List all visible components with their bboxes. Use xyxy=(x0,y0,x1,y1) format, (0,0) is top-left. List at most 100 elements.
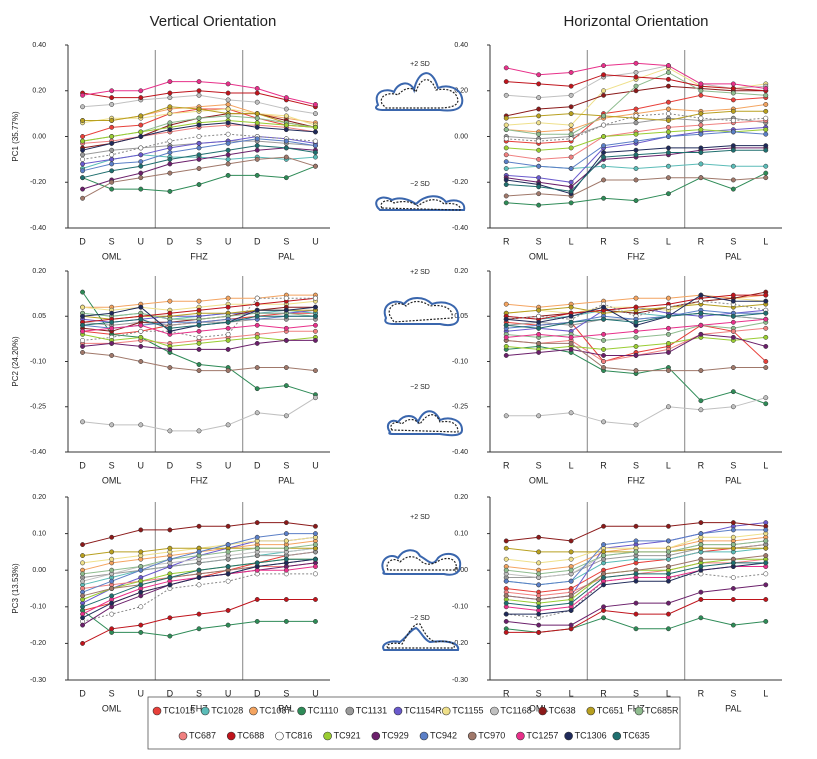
data-point xyxy=(731,586,735,590)
data-point xyxy=(504,146,508,150)
data-point xyxy=(634,148,638,152)
data-point xyxy=(764,365,768,369)
data-point xyxy=(601,155,605,159)
data-point xyxy=(255,121,259,125)
data-point xyxy=(197,341,201,345)
data-point xyxy=(109,148,113,152)
data-point xyxy=(666,296,670,300)
y-tick-label: 0.10 xyxy=(32,530,46,537)
group-label: PAL xyxy=(725,475,741,485)
data-point xyxy=(764,619,768,623)
data-point xyxy=(731,299,735,303)
data-point xyxy=(255,520,259,524)
data-point xyxy=(504,79,508,83)
data-point xyxy=(255,535,259,539)
data-point xyxy=(634,353,638,357)
data-point xyxy=(168,557,172,561)
data-point xyxy=(731,143,735,147)
x-tick-label: D xyxy=(79,688,86,698)
data-point xyxy=(80,153,84,157)
sd-label: +2 SD xyxy=(410,61,430,68)
data-point xyxy=(284,175,288,179)
data-point xyxy=(764,344,768,348)
data-point xyxy=(109,586,113,590)
data-point xyxy=(168,616,172,620)
data-point xyxy=(80,169,84,173)
data-point xyxy=(536,630,540,634)
legend-label: TC921 xyxy=(334,730,361,740)
data-point xyxy=(699,590,703,594)
data-point xyxy=(109,125,113,129)
data-point xyxy=(536,164,540,168)
data-point xyxy=(601,123,605,127)
data-point xyxy=(666,84,670,88)
data-point xyxy=(168,121,172,125)
y-tick-label: 0.20 xyxy=(32,268,46,275)
data-point xyxy=(255,86,259,90)
data-point xyxy=(764,175,768,179)
data-point xyxy=(168,150,172,154)
data-point xyxy=(284,123,288,127)
data-point xyxy=(226,338,230,342)
data-point xyxy=(197,612,201,616)
data-point xyxy=(731,91,735,95)
data-point xyxy=(168,575,172,579)
y-tick-label: 0.20 xyxy=(454,494,468,501)
data-point xyxy=(764,561,768,565)
data-point xyxy=(504,546,508,550)
data-point xyxy=(80,350,84,354)
data-point xyxy=(284,597,288,601)
data-point xyxy=(313,139,317,143)
data-point xyxy=(536,185,540,189)
data-point xyxy=(666,134,670,138)
data-point xyxy=(226,114,230,118)
data-point xyxy=(313,338,317,342)
legend-label: TC929 xyxy=(382,730,409,740)
data-point xyxy=(666,150,670,154)
data-point xyxy=(255,157,259,161)
x-tick-label: U xyxy=(225,460,232,470)
series-line xyxy=(506,398,766,425)
data-point xyxy=(764,311,768,315)
data-point xyxy=(731,329,735,333)
data-point xyxy=(80,139,84,143)
group-label: FHZ xyxy=(190,475,208,485)
data-point xyxy=(139,130,143,134)
data-point xyxy=(634,368,638,372)
x-tick-label: S xyxy=(283,460,289,470)
data-point xyxy=(634,539,638,543)
data-point xyxy=(109,169,113,173)
data-point xyxy=(569,579,573,583)
data-point xyxy=(536,350,540,354)
data-point xyxy=(197,347,201,351)
x-tick-label: R xyxy=(600,236,607,246)
data-point xyxy=(109,627,113,631)
data-point xyxy=(601,114,605,118)
data-point xyxy=(601,305,605,309)
data-point xyxy=(109,557,113,561)
y-axis-label: PC2 (24.20%) xyxy=(11,336,20,387)
column-title: Horizontal Orientation xyxy=(563,13,708,30)
data-point xyxy=(536,157,540,161)
data-point xyxy=(699,146,703,150)
data-point xyxy=(634,121,638,125)
data-point xyxy=(313,368,317,372)
data-point xyxy=(536,623,540,627)
data-point xyxy=(764,102,768,106)
x-tick-label: S xyxy=(633,236,639,246)
group-label: OML xyxy=(102,251,122,261)
data-point xyxy=(504,317,508,321)
data-point xyxy=(139,583,143,587)
data-point xyxy=(168,91,172,95)
column-title: Vertical Orientation xyxy=(150,13,277,30)
legend-marker xyxy=(442,707,450,715)
data-point xyxy=(504,323,508,327)
data-point xyxy=(601,583,605,587)
data-point xyxy=(634,320,638,324)
data-point xyxy=(699,116,703,120)
data-point xyxy=(139,175,143,179)
data-point xyxy=(139,187,143,191)
data-point xyxy=(634,335,638,339)
data-point xyxy=(731,320,735,324)
data-point xyxy=(731,335,735,339)
